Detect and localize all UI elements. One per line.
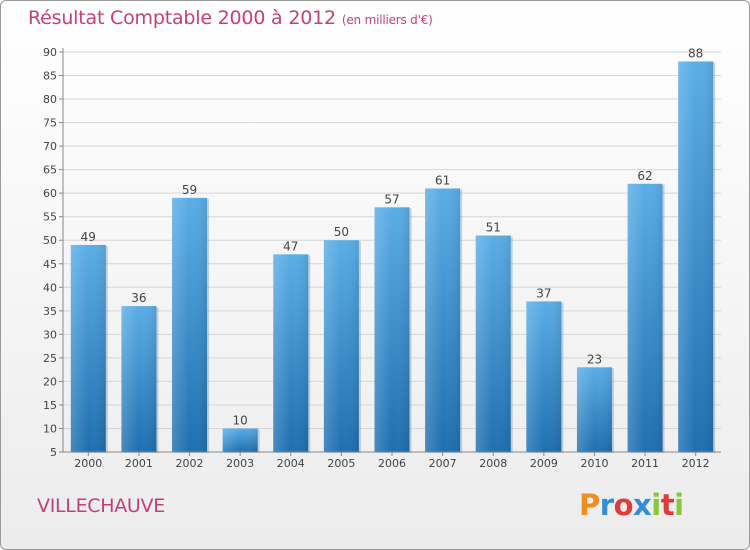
bar-shine-2008 [475, 235, 511, 452]
y-tick-label-25: 25 [43, 352, 57, 365]
y-tick-label-60: 60 [43, 187, 57, 200]
bar-chart: 5 10 15 20 25 30 35 40 45 50 55 60 65 70 75 80 85 90 49 200… [43, 46, 721, 470]
x-tick-label-2004: 2004 [277, 457, 305, 470]
chart-title: Résultat Comptable 2000 à 2012 (en millie… [28, 7, 433, 29]
bar-shine-2009 [526, 301, 562, 452]
x-tick-label-2009: 2009 [530, 457, 558, 470]
x-tick-label-2001: 2001 [125, 457, 153, 470]
bar-shine-2012 [678, 61, 714, 452]
data-label-2001: 36 [131, 291, 146, 305]
data-label-2009: 37 [536, 286, 551, 300]
bar-shine-2010 [576, 367, 612, 452]
y-tick-label-80: 80 [43, 93, 57, 106]
x-tick-label-2005: 2005 [327, 457, 355, 470]
data-label-2008: 51 [486, 221, 501, 235]
data-label-2010: 23 [587, 352, 602, 366]
proxiti-logo[interactable]: Proxiti [579, 488, 684, 522]
x-tick-label-2003: 2003 [226, 457, 254, 470]
x-tick-label-2000: 2000 [74, 457, 102, 470]
bar-shine-2011 [627, 183, 663, 452]
y-tick-label-75: 75 [43, 117, 57, 130]
commune-name: VILLECHAUVE [37, 495, 165, 517]
data-label-2012: 88 [688, 46, 703, 60]
data-label-2000: 49 [81, 230, 96, 244]
y-tick-label-15: 15 [43, 399, 57, 412]
bar-shine-2007 [425, 188, 461, 452]
y-tick-label-70: 70 [43, 140, 57, 153]
bar-shine-2006 [374, 207, 410, 452]
data-label-2004: 47 [283, 239, 298, 253]
axis-layer: 5 10 15 20 25 30 35 40 45 50 55 60 65 70 75 80 85 90 49 200… [43, 46, 721, 470]
y-tick-label-35: 35 [43, 305, 57, 318]
y-tick-label-55: 55 [43, 211, 57, 224]
y-tick-label-85: 85 [43, 70, 57, 83]
chart-title-text: Résultat Comptable 2000 à 2012 [28, 7, 336, 29]
y-tick-label-40: 40 [43, 281, 57, 294]
x-tick-label-2006: 2006 [378, 457, 406, 470]
x-tick-label-2010: 2010 [580, 457, 608, 470]
x-tick-label-2002: 2002 [176, 457, 204, 470]
chart-subtitle: (en milliers d'€) [341, 13, 433, 27]
data-label-2002: 59 [182, 183, 197, 197]
data-label-2011: 62 [637, 169, 652, 183]
bar-shine-2000 [70, 244, 106, 452]
bar-layer [70, 61, 716, 453]
y-tick-label-65: 65 [43, 164, 57, 177]
y-tick-label-90: 90 [43, 46, 57, 59]
data-label-2006: 57 [384, 192, 399, 206]
y-tick-label-30: 30 [43, 328, 57, 341]
x-tick-label-2008: 2008 [479, 457, 507, 470]
bar-shine-2004 [273, 254, 309, 452]
x-tick-label-2007: 2007 [429, 457, 457, 470]
bar-shine-2003 [222, 428, 258, 452]
y-tick-label-50: 50 [43, 234, 57, 247]
x-tick-label-2012: 2012 [682, 457, 710, 470]
bar-shine-2005 [323, 240, 359, 452]
data-label-2007: 61 [435, 173, 450, 187]
data-label-2003: 10 [233, 413, 248, 427]
y-tick-label-5: 5 [50, 446, 57, 459]
bar-shine-2002 [172, 197, 208, 452]
y-tick-label-20: 20 [43, 375, 57, 388]
y-tick-label-45: 45 [43, 258, 57, 271]
y-tick-label-10: 10 [43, 422, 57, 435]
x-tick-label-2011: 2011 [631, 457, 659, 470]
data-label-2005: 50 [334, 225, 349, 239]
bar-shine-2001 [121, 306, 157, 452]
